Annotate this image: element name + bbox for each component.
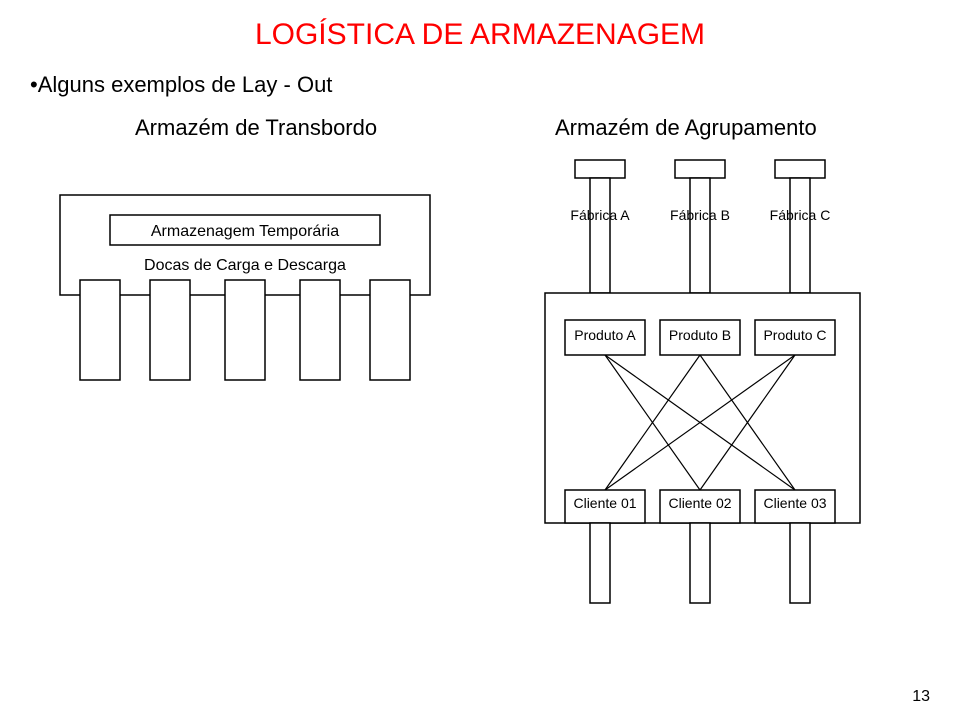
svg-text:Cliente 02: Cliente 02 <box>668 495 731 511</box>
svg-text:Produto C: Produto C <box>763 327 826 343</box>
svg-text:Fábrica B: Fábrica B <box>670 207 730 223</box>
svg-text:Cliente 03: Cliente 03 <box>763 495 826 511</box>
diagram-canvas: Armazenagem Temporária Docas de Carga e D… <box>0 0 960 720</box>
svg-text:Produto B: Produto B <box>669 327 731 343</box>
svg-text:Armazenagem Temporária: Armazenagem Temporária <box>151 223 339 240</box>
svg-text:Cliente 01: Cliente 01 <box>573 495 636 511</box>
svg-text:Fábrica A: Fábrica A <box>570 207 630 223</box>
svg-text:Fábrica C: Fábrica C <box>770 207 831 223</box>
svg-text:Docas de Carga e Descarga: Docas de Carga e Descarga <box>144 257 346 274</box>
svg-text:Produto A: Produto A <box>574 327 636 343</box>
